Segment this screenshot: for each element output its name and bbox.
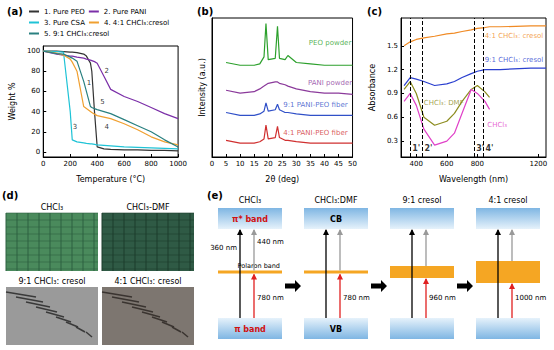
svg-text:2': 2' — [424, 144, 432, 153]
svg-text:0.3: 0.3 — [387, 137, 398, 145]
svg-text:4:1 CHCl₃: cresol: 4:1 CHCl₃: cresol — [115, 277, 182, 286]
svg-text:4': 4' — [485, 144, 493, 153]
svg-text:20: 20 — [31, 128, 40, 136]
svg-text:(c): (c) — [367, 6, 382, 17]
svg-text:25: 25 — [278, 160, 287, 168]
svg-text:800: 800 — [471, 160, 484, 168]
svg-text:5. 9:1 CHCl₃:cresol: 5. 9:1 CHCl₃:cresol — [44, 30, 109, 38]
svg-text:4: 4 — [104, 123, 109, 131]
svg-text:(a): (a) — [7, 6, 23, 17]
svg-text:3': 3' — [476, 143, 485, 153]
svg-text:0.9: 0.9 — [387, 89, 398, 97]
svg-text:Polaron band: Polaron band — [237, 262, 280, 270]
svg-text:1': 1' — [412, 144, 420, 153]
svg-text:360 nm: 360 nm — [210, 244, 237, 252]
svg-text:2θ (deg): 2θ (deg) — [265, 175, 299, 184]
svg-text:0: 0 — [210, 160, 214, 168]
svg-text:60: 60 — [31, 87, 40, 95]
svg-text:(d): (d) — [2, 190, 18, 201]
svg-text:400: 400 — [410, 160, 423, 168]
svg-text:440 nm: 440 nm — [257, 238, 284, 246]
svg-text:1: 1 — [87, 79, 91, 87]
svg-text:9:1 CHCl₃: cresol: 9:1 CHCl₃: cresol — [485, 56, 544, 64]
svg-text:100: 100 — [27, 47, 40, 55]
svg-text:4:1 PANI-PEO fiber: 4:1 PANI-PEO fiber — [283, 129, 347, 137]
svg-text:1. Pure PEO: 1. Pure PEO — [44, 8, 85, 16]
svg-text:400: 400 — [91, 160, 104, 168]
svg-text:VB: VB — [330, 325, 342, 334]
svg-text:3. Pure CSA: 3. Pure CSA — [44, 19, 85, 27]
svg-text:40: 40 — [320, 160, 329, 168]
svg-text:3: 3 — [73, 123, 77, 131]
svg-text:CHCl₃-DMF: CHCl₃-DMF — [126, 203, 170, 212]
svg-text:1.5: 1.5 — [387, 42, 398, 50]
svg-text:Intensity (a.u.): Intensity (a.u.) — [198, 58, 207, 117]
svg-text:CHCl₃: DMF: CHCl₃: DMF — [424, 99, 464, 107]
svg-text:1000 nm: 1000 nm — [515, 294, 546, 302]
svg-text:10: 10 — [236, 160, 245, 168]
svg-text:600: 600 — [440, 160, 453, 168]
svg-text:0.6: 0.6 — [387, 113, 399, 121]
svg-text:2. Pure PANI: 2. Pure PANI — [104, 8, 147, 16]
svg-text:CHCl₃: CHCl₃ — [41, 203, 64, 212]
svg-text:40: 40 — [31, 108, 40, 116]
svg-text:CHCl₃:DMF: CHCl₃:DMF — [315, 196, 358, 205]
svg-text:π band: π band — [234, 325, 266, 334]
svg-text:PANI powder: PANI powder — [308, 79, 352, 87]
svg-text:600: 600 — [117, 160, 130, 168]
svg-text:35: 35 — [306, 160, 315, 168]
svg-text:(b): (b) — [197, 6, 213, 17]
svg-text:CHCl₃: CHCl₃ — [239, 196, 262, 205]
svg-text:200: 200 — [64, 160, 77, 168]
svg-text:800: 800 — [144, 160, 157, 168]
svg-text:π* band: π* band — [232, 215, 268, 224]
svg-text:9:1 CHCl₃: cresol: 9:1 CHCl₃: cresol — [19, 277, 86, 286]
svg-text:Absorbance: Absorbance — [368, 64, 377, 111]
svg-text:2: 2 — [104, 67, 108, 75]
svg-text:CHCl₃: CHCl₃ — [487, 121, 507, 129]
svg-text:Temperature (°C): Temperature (°C) — [75, 175, 145, 184]
svg-text:4:1 CHCl₃: cresol: 4:1 CHCl₃: cresol — [485, 32, 544, 40]
svg-text:(e): (e) — [207, 190, 223, 201]
svg-text:780 nm: 780 nm — [343, 294, 370, 302]
svg-text:5: 5 — [224, 160, 228, 168]
svg-text:5: 5 — [100, 98, 104, 106]
svg-text:1000: 1000 — [169, 160, 187, 168]
svg-text:80: 80 — [31, 67, 40, 75]
svg-text:30: 30 — [292, 160, 301, 168]
svg-text:50: 50 — [348, 160, 357, 168]
svg-text:0: 0 — [41, 160, 45, 168]
svg-text:0: 0 — [36, 148, 40, 156]
svg-text:4:1 cresol: 4:1 cresol — [488, 196, 527, 205]
svg-text:1200: 1200 — [529, 160, 547, 168]
svg-text:Weight %: Weight % — [8, 82, 17, 120]
svg-text:Wavelength (nm): Wavelength (nm) — [439, 175, 508, 184]
svg-text:960 nm: 960 nm — [429, 294, 456, 302]
svg-text:CB: CB — [330, 215, 342, 224]
svg-text:4. 4:1 CHCl₃:cresol: 4. 4:1 CHCl₃:cresol — [104, 19, 169, 27]
svg-text:15: 15 — [250, 160, 259, 168]
svg-text:9:1 cresol: 9:1 cresol — [402, 196, 441, 205]
svg-text:20: 20 — [264, 160, 273, 168]
svg-text:PEO powder: PEO powder — [309, 39, 352, 47]
svg-text:45: 45 — [334, 160, 343, 168]
svg-text:780 nm: 780 nm — [257, 294, 284, 302]
svg-text:9:1 PANI-PEO fiber: 9:1 PANI-PEO fiber — [283, 101, 347, 109]
svg-text:1.2: 1.2 — [387, 66, 398, 74]
